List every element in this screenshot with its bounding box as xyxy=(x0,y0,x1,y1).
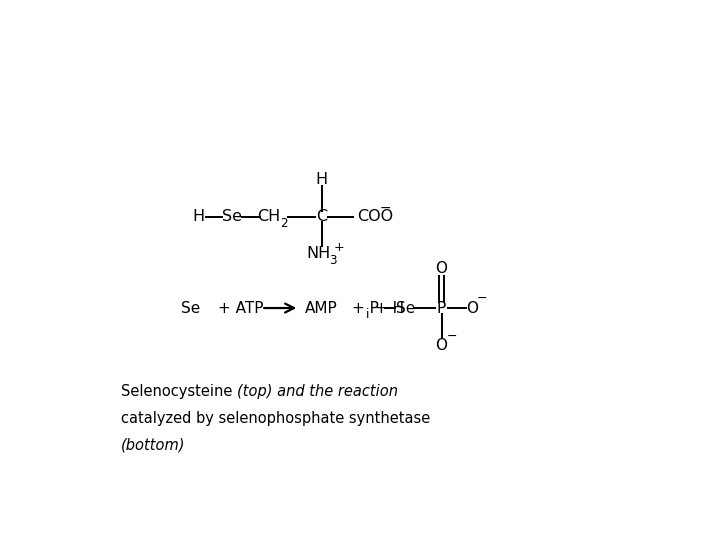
Text: O: O xyxy=(467,301,478,315)
Text: COO: COO xyxy=(356,209,393,224)
Text: H: H xyxy=(315,172,328,187)
Text: catalyzed by selenophosphate synthetase: catalyzed by selenophosphate synthetase xyxy=(121,411,430,426)
Text: Se: Se xyxy=(222,209,243,224)
Text: + H: + H xyxy=(374,301,404,315)
Text: Se: Se xyxy=(396,301,415,315)
Text: −: − xyxy=(379,200,391,214)
Text: (top) and the reaction: (top) and the reaction xyxy=(237,384,397,399)
Text: AMP: AMP xyxy=(305,301,338,315)
Text: NH: NH xyxy=(306,246,330,261)
Text: i: i xyxy=(366,308,369,321)
Text: +: + xyxy=(334,241,345,254)
Text: O: O xyxy=(436,261,448,276)
Text: −: − xyxy=(477,292,487,306)
Text: CH: CH xyxy=(257,209,280,224)
Text: 2: 2 xyxy=(280,217,288,230)
Text: P: P xyxy=(437,301,446,315)
Text: Se: Se xyxy=(181,301,200,315)
Text: (bottom): (bottom) xyxy=(121,438,185,453)
Text: + ATP: + ATP xyxy=(218,301,264,315)
Text: H: H xyxy=(193,209,205,224)
Text: C: C xyxy=(316,209,327,224)
Text: O: O xyxy=(436,338,448,353)
Text: + P: + P xyxy=(352,301,379,315)
Text: Selenocysteine: Selenocysteine xyxy=(121,384,237,399)
Text: −: − xyxy=(446,330,456,343)
Text: 3: 3 xyxy=(329,254,336,267)
